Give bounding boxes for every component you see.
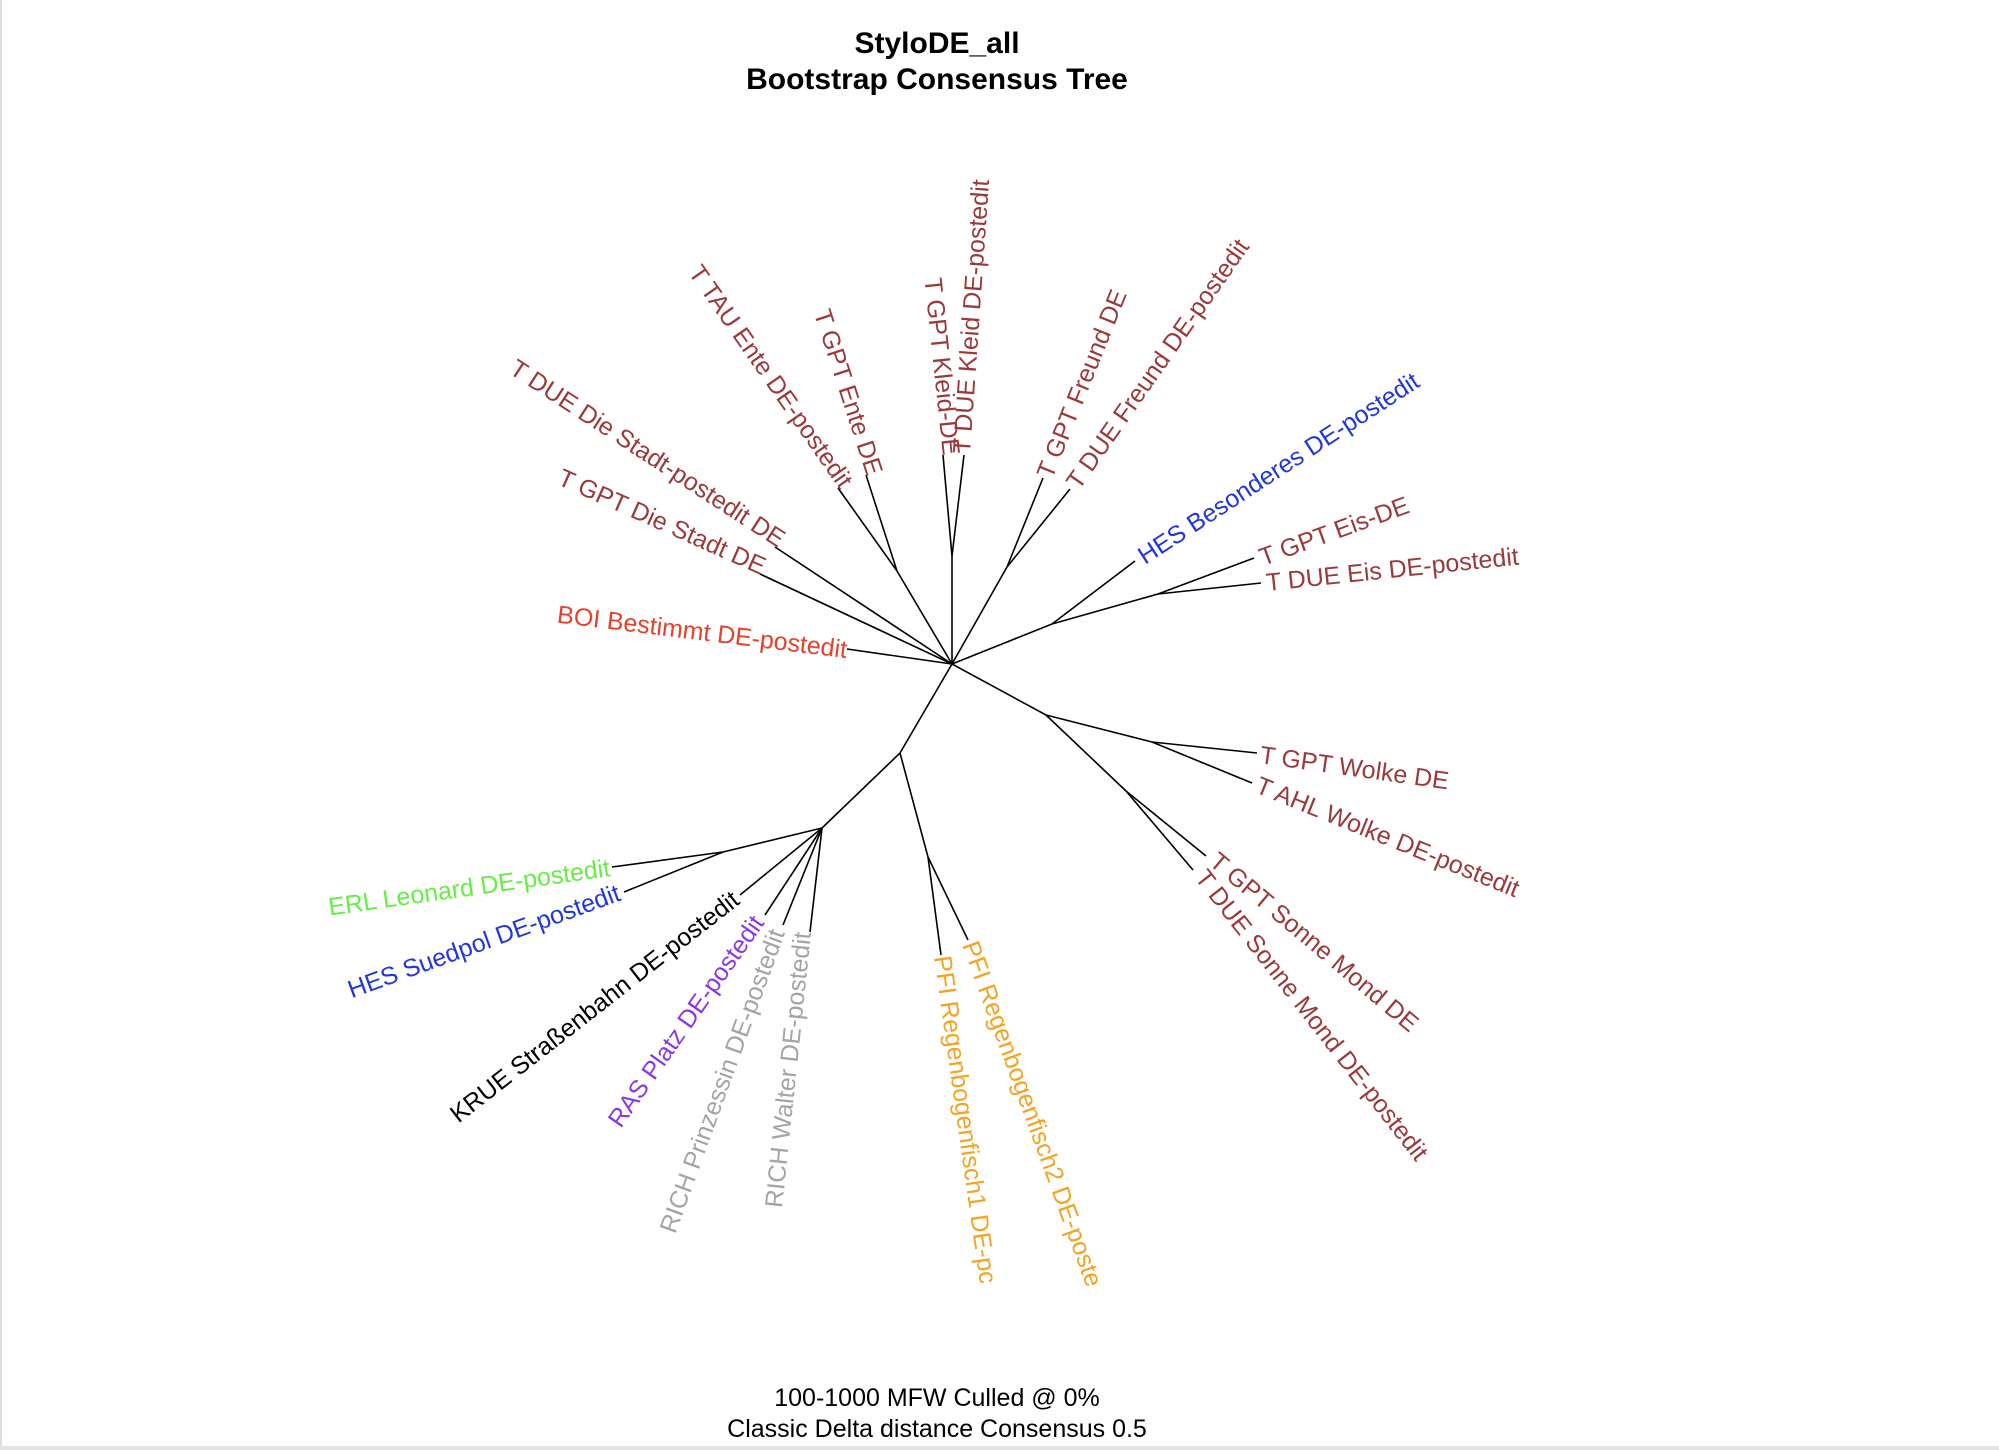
branch	[809, 827, 823, 933]
branch	[1006, 477, 1044, 568]
branch	[722, 827, 823, 853]
leaf-t-ahl-wolke: T AHL Wolke DE-postedit	[1252, 772, 1524, 903]
branch	[942, 454, 953, 557]
branch	[899, 752, 929, 858]
branch	[1051, 593, 1159, 625]
plot-title: StyloDE_all	[854, 27, 1019, 60]
branch	[1125, 790, 1194, 871]
branch	[837, 487, 898, 572]
plot-caption-mfw: 100-1000 MFW Culled @ 0%	[774, 1384, 1100, 1412]
branch	[865, 474, 898, 572]
branch	[759, 573, 953, 665]
window-bottom-edge	[0, 1446, 1999, 1450]
branch	[1157, 582, 1262, 595]
branch	[899, 663, 953, 754]
leaf-t-due-kleid: T DUE Kleid DE-postedit	[948, 178, 995, 454]
branch	[896, 570, 953, 665]
branch	[1151, 741, 1253, 784]
branch	[951, 454, 965, 557]
branch	[951, 663, 1047, 716]
branch	[1125, 790, 1207, 857]
branch	[1051, 560, 1136, 625]
branch	[774, 546, 953, 665]
branch	[951, 566, 1008, 665]
branch	[1045, 714, 1153, 743]
tree-branches	[611, 454, 1262, 956]
tree-leaves: T DUE Die Stadt-postedit DE T GPT Die St…	[327, 178, 1524, 1290]
branch	[1151, 741, 1258, 754]
branch	[821, 752, 901, 829]
branch	[782, 827, 823, 926]
branch	[611, 851, 724, 868]
window-left-edge	[0, 0, 2, 1450]
branch	[846, 648, 953, 665]
branch	[927, 856, 942, 956]
plot-subtitle: Bootstrap Consensus Tree	[746, 63, 1128, 96]
branch	[623, 851, 724, 893]
branch	[1045, 714, 1127, 792]
branch	[764, 827, 823, 916]
branch	[1006, 488, 1071, 568]
plot-caption-distance: Classic Delta distance Consensus 0.5	[727, 1415, 1147, 1443]
branch	[951, 623, 1053, 665]
leaf-boi-bestimmt: BOI Bestimmt DE-postedit	[556, 601, 849, 664]
branch	[1157, 557, 1255, 595]
branch	[927, 856, 969, 941]
branch	[739, 827, 823, 896]
